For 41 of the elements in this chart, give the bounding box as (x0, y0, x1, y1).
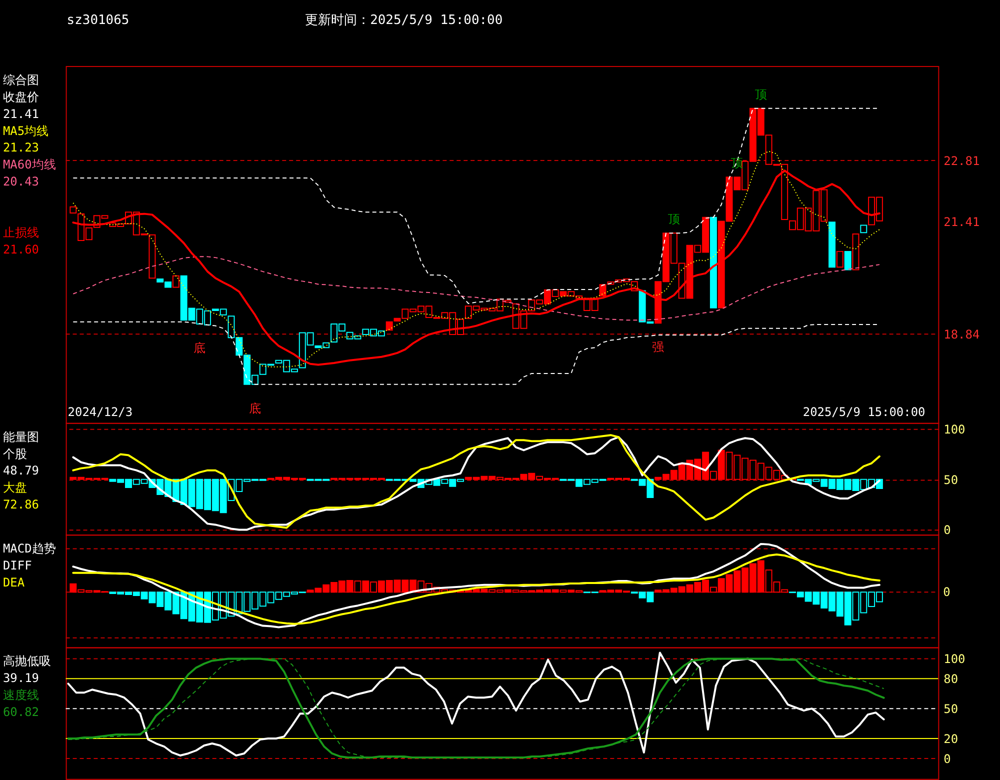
y-tick-label: 50 (944, 472, 958, 487)
text: 顶 (754, 87, 767, 102)
y-tick-label: 80 (944, 672, 958, 686)
annotation: 2025/5/9 15:00:00 (802, 404, 926, 419)
y-tick-label: 18.84 (944, 328, 980, 342)
text: MA5均线 (2, 124, 49, 138)
text: DEA (2, 575, 25, 590)
text: 收盘价 (2, 90, 39, 104)
text: 止损线 (2, 225, 39, 240)
text: 21.60 (2, 242, 39, 256)
text: 21.23 (2, 140, 39, 155)
y-tick-label: 22.81 (944, 154, 980, 168)
text: 底 (248, 401, 261, 416)
y-tick-label: 20 (944, 732, 958, 746)
text: 大盘 (2, 480, 27, 495)
text: 21.41 (2, 106, 39, 121)
y-tick-label: 0 (944, 752, 951, 766)
text: MA60均线 (2, 158, 56, 172)
chart-title: MACD趋势 (2, 542, 56, 556)
series-label: 高抛低吸 (2, 654, 51, 668)
text: 能量图 (2, 430, 39, 444)
text: 速度线 (2, 688, 39, 702)
y-tick-label: 50 (944, 702, 958, 716)
y-tick-label: 21.41 (944, 215, 980, 230)
y-tick-label: 100 (944, 652, 966, 666)
y-tick-label: 0 (944, 523, 951, 538)
text: 48.79 (2, 464, 39, 478)
text: sz301065 (66, 13, 130, 28)
text: 20.43 (2, 174, 39, 189)
text: 个股 (2, 446, 27, 461)
text: DIFF (2, 558, 32, 572)
text: 39.19 (2, 671, 39, 686)
text: 强 (652, 340, 664, 354)
text: 更新时间：2025/5/9 15:00:00 (305, 13, 503, 28)
text: 底 (194, 340, 206, 355)
y-tick-label: 100 (944, 422, 966, 437)
text: 顶 (668, 212, 680, 226)
text: 72.86 (2, 498, 39, 512)
annotation: 2024/12/3 (68, 404, 133, 419)
text: 综合图 (2, 72, 39, 87)
text: 60.82 (2, 705, 39, 720)
